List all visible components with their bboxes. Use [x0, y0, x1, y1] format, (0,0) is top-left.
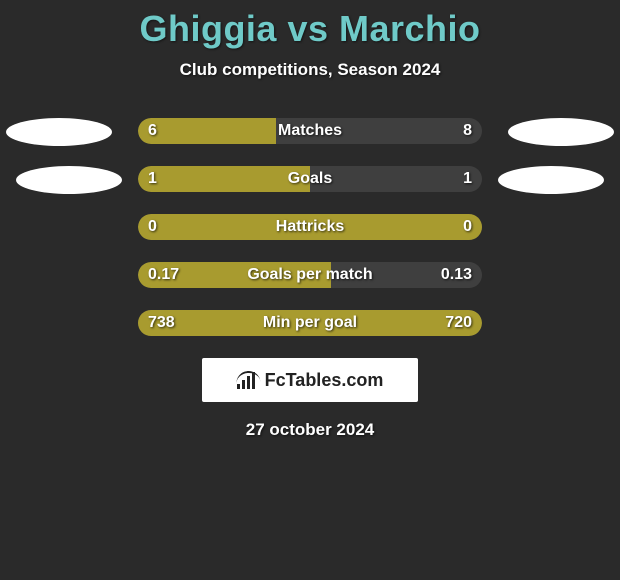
stat-right-value: 8	[463, 122, 472, 140]
stat-label: Matches	[278, 122, 342, 140]
comparison-chart: 6 Matches 8 1 Goals 1 0 Hattricks 0 0.17…	[0, 118, 620, 336]
stat-right-value: 0	[463, 218, 472, 236]
stat-left-value: 738	[148, 314, 175, 332]
branding-logo: FcTables.com	[202, 358, 418, 402]
stat-row: 0.17 Goals per match 0.13	[0, 262, 620, 288]
stat-row: 1 Goals 1	[0, 166, 620, 192]
stat-label: Min per goal	[263, 314, 357, 332]
stat-right-value: 720	[445, 314, 472, 332]
stat-left-value: 0	[148, 218, 157, 236]
stat-row: 6 Matches 8	[0, 118, 620, 144]
stat-right-value: 0.13	[441, 266, 472, 284]
bar-left	[138, 166, 310, 192]
stat-row: 738 Min per goal 720	[0, 310, 620, 336]
stat-left-value: 6	[148, 122, 157, 140]
footer-date: 27 october 2024	[0, 420, 620, 440]
stat-left-value: 0.17	[148, 266, 179, 284]
branding-text: FcTables.com	[265, 370, 384, 391]
stat-label: Goals per match	[247, 266, 372, 284]
subtitle: Club competitions, Season 2024	[0, 60, 620, 80]
page-title: Ghiggia vs Marchio	[0, 0, 620, 50]
stat-label: Hattricks	[276, 218, 344, 236]
stat-label: Goals	[288, 170, 332, 188]
stat-right-value: 1	[463, 170, 472, 188]
chart-icon	[237, 371, 259, 389]
stat-left-value: 1	[148, 170, 157, 188]
stat-row: 0 Hattricks 0	[0, 214, 620, 240]
bar-left	[138, 118, 276, 144]
